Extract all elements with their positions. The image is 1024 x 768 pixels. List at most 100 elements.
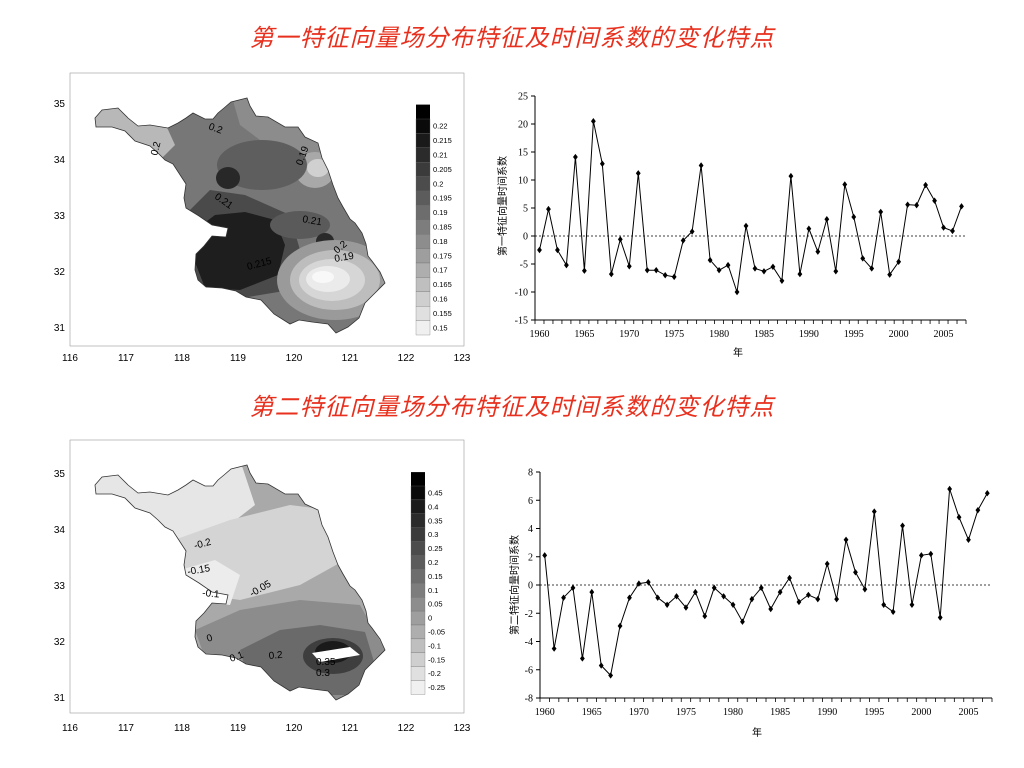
map1-y-tick: 31 (54, 323, 66, 334)
colorbar-swatch (415, 176, 431, 192)
colorbar-label: 0.22 (433, 122, 448, 131)
map1-x-tick: 123 (454, 353, 471, 364)
data-point (537, 246, 542, 254)
colorbar-swatch (415, 205, 431, 220)
colorbar-swatch (410, 499, 426, 514)
map2-contour-label: 0.1 (228, 650, 245, 665)
data-point (671, 273, 677, 281)
map2-y-tick: 34 (54, 525, 66, 536)
data-point (900, 522, 905, 529)
y-tick-label: 2 (528, 552, 533, 563)
x-tick-label: 1960 (529, 329, 549, 340)
colorbar-swatch (410, 680, 426, 695)
x-tick-label: 2000 (889, 329, 909, 340)
y-tick-label: 0 (523, 232, 528, 243)
data-point (561, 594, 566, 601)
colorbar-label: -0.25 (428, 683, 445, 692)
colorbar-label: 0.2 (428, 558, 438, 567)
colorbar-label: 0.4 (428, 502, 438, 511)
map2-contour-label: -0.2 (193, 537, 213, 552)
data-point (862, 586, 868, 593)
data-point (887, 271, 893, 278)
colorbar-label: 0.45 (428, 488, 443, 497)
data-point (787, 574, 792, 582)
colorbar-swatch (415, 234, 431, 249)
data-point (824, 560, 830, 568)
data-point (834, 595, 840, 603)
x-tick-label: 1995 (844, 329, 864, 340)
data-point (644, 266, 650, 274)
data-point (698, 162, 704, 169)
title-eof2: 第二特征向量场分布特征及时间系数的变化特点 (249, 393, 775, 421)
data-point (796, 598, 802, 606)
colorbar-swatch (410, 638, 426, 653)
data-point (881, 601, 887, 608)
data-point (573, 153, 578, 161)
data-point (645, 578, 651, 586)
data-point (599, 160, 605, 167)
data-point (711, 584, 717, 592)
map2-contour-label: 0.2 (268, 650, 283, 662)
map2-x-tick: 121 (342, 723, 359, 734)
data-point (896, 258, 902, 265)
y-tick-label: -8 (525, 694, 533, 705)
colorbar-label: 0.165 (433, 280, 452, 289)
y-tick-label: 25 (518, 92, 528, 103)
x-tick-label: 1985 (754, 329, 774, 340)
colorbar-label: 0.2 (433, 179, 443, 188)
data-point (598, 662, 604, 669)
x-tick-label: 2005 (958, 707, 978, 718)
data-point (878, 208, 884, 216)
map1-x-tick: 117 (118, 353, 134, 364)
colorbar-label: 0.18 (433, 237, 448, 246)
map-eof2: -0.2 -0.15 -0.1 -0.05 0 0.1 0.2 0.35 0.3… (54, 439, 471, 734)
y-tick-label: -10 (515, 288, 528, 299)
colorbar-label: 0.15 (428, 572, 443, 581)
colorbar-label: -0.1 (428, 641, 441, 650)
data-point (815, 595, 821, 603)
y-tick-label: -6 (525, 665, 533, 676)
colorbar-swatch (416, 104, 430, 119)
y-tick-label: -4 (525, 637, 533, 648)
data-point (851, 213, 857, 221)
colorbar-swatch (415, 262, 431, 278)
data-point (890, 608, 896, 616)
data-point (914, 202, 920, 209)
ts2-ylabel: 第二特征向量时间系数 (508, 535, 521, 635)
data-point (730, 601, 736, 608)
x-tick-label: 1965 (574, 329, 594, 340)
data-point (947, 485, 953, 493)
ts1-ylabel: 第一特征向量时间系数 (496, 156, 509, 256)
colorbar-swatch (410, 624, 426, 640)
data-point (797, 270, 803, 278)
map2-frame (69, 439, 465, 714)
map1-x-tick: 122 (398, 353, 415, 364)
data-point (869, 265, 875, 272)
data-point (636, 580, 642, 587)
colorbar-label: 0.205 (433, 165, 452, 174)
colorbar-swatch (410, 555, 426, 570)
map2-contour-label: 0.35 (316, 657, 336, 668)
data-point (589, 588, 595, 596)
data-point (752, 265, 758, 272)
data-point (680, 237, 686, 244)
data-point (608, 270, 614, 278)
map2-contour-label: 0 (205, 632, 214, 644)
data-point (581, 267, 587, 274)
y-tick-label: 6 (528, 496, 533, 507)
data-point (570, 584, 576, 592)
data-point (984, 489, 990, 497)
colorbar-label: 0.21 (433, 151, 448, 160)
map1-colorbar: 0.22 0.215 0.21 0.205 0.2 0.195 0.19 0.185 0.18 0… (415, 104, 452, 336)
map1-y-tick: 35 (54, 99, 66, 110)
data-point (853, 569, 858, 576)
x-tick-label: 1975 (664, 329, 684, 340)
map2-contour-label: -0.15 (187, 563, 212, 578)
map2-y-tick: 32 (54, 637, 66, 648)
data-point (564, 261, 569, 269)
data-point (707, 256, 713, 264)
data-point (716, 266, 722, 274)
data-point (788, 172, 794, 180)
